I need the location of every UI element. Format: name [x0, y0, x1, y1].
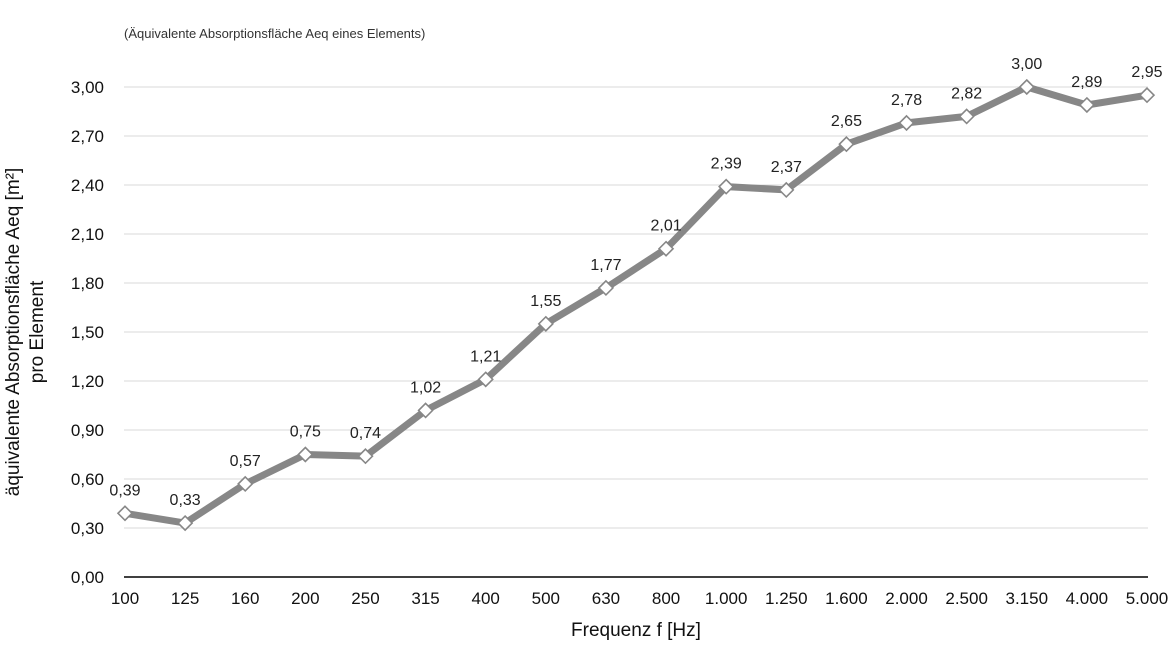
x-tick-label: 630 [592, 589, 620, 608]
data-value-label: 2,65 [831, 113, 862, 130]
y-tick-label: 3,00 [71, 78, 104, 97]
x-axis-title: Frequenz f [Hz] [571, 620, 701, 641]
x-tick-label: 500 [532, 589, 560, 608]
y-tick-label: 1,80 [71, 274, 104, 293]
x-tick-label: 1.600 [825, 589, 868, 608]
x-tick-label: 125 [171, 589, 199, 608]
series-line [121, 83, 1151, 527]
data-point-marker [898, 114, 915, 132]
data-value-label: 1,55 [530, 293, 561, 310]
data-point-marker [838, 136, 855, 153]
data-point-marker [778, 181, 795, 199]
data-value-label: 0,75 [290, 424, 321, 441]
x-tick-label: 2.500 [945, 589, 988, 608]
data-value-label: 1,77 [590, 257, 621, 274]
y-tick-label: 0,60 [71, 470, 104, 489]
data-point-marker [176, 514, 194, 532]
y-tick-label: 0,90 [71, 421, 104, 440]
x-tick-label: 200 [291, 589, 319, 608]
x-tick-label: 1.250 [765, 589, 808, 608]
x-tick-label: 1.000 [705, 589, 748, 608]
data-value-label: 2,37 [771, 159, 802, 176]
data-value-label: 3,00 [1011, 56, 1042, 73]
x-tick-label: 250 [351, 589, 379, 608]
x-tick-label: 2.000 [885, 589, 928, 608]
data-value-label: 0,74 [350, 425, 381, 442]
chart-subtitle: (Äquivalente Absorptionsfläche Aeq eines… [124, 26, 425, 41]
data-labels: 0,39 0,33 0,57 0,75 0,74 1,02 1,21 1,55 1,77 2,01… [109, 56, 1162, 509]
data-point-marker [1078, 96, 1096, 114]
data-markers [116, 78, 1156, 532]
data-point-marker [417, 402, 434, 419]
x-tick-label: 3.150 [1005, 589, 1048, 608]
data-value-label: 2,82 [951, 85, 982, 102]
data-value-label: 2,89 [1071, 74, 1102, 91]
x-tick-label: 160 [231, 589, 259, 608]
x-tick-label: 4.000 [1066, 589, 1109, 608]
data-point-marker [718, 178, 735, 195]
data-value-label: 2,39 [711, 156, 742, 173]
x-tick-label: 800 [652, 589, 680, 608]
y-tick-label: 2,40 [71, 176, 104, 195]
data-point-marker [477, 371, 494, 388]
data-value-label: 2,01 [650, 218, 681, 235]
data-point-marker [1138, 87, 1156, 104]
y-axis-title-line-2: pro Element [27, 280, 48, 383]
data-value-label: 0,39 [109, 482, 140, 499]
data-point-marker [958, 108, 975, 125]
x-tick-label: 315 [411, 589, 439, 608]
x-tick-label: 400 [472, 589, 500, 608]
data-point-marker [537, 315, 554, 332]
data-point-marker [597, 279, 615, 297]
y-axis-ticks: 0,00 0,30 0,60 0,90 1,20 1,50 1,80 2,10 2,40 2,70… [71, 78, 104, 587]
y-tick-label: 0,30 [71, 519, 104, 538]
y-tick-label: 2,10 [71, 225, 104, 244]
data-point-marker [237, 475, 254, 493]
data-value-label: 2,95 [1131, 64, 1162, 81]
data-value-label: 0,33 [170, 492, 201, 509]
data-value-label: 2,78 [891, 92, 922, 109]
data-point-marker [116, 505, 134, 522]
x-axis-ticks: 100 125 160 200 250 315 400 500 630 800 1.000 1.250… [111, 589, 1168, 608]
y-tick-label: 0,00 [71, 568, 104, 587]
x-tick-label: 100 [111, 589, 139, 608]
y-tick-label: 1,20 [71, 372, 104, 391]
x-tick-label: 5.000 [1126, 589, 1169, 608]
y-axis-title-line-1: äquivalente Absorptionsfläche Aeq [m²] [3, 168, 24, 496]
data-value-label: 1,21 [470, 348, 501, 365]
data-value-label: 0,57 [230, 453, 261, 470]
data-value-label: 1,02 [410, 379, 441, 396]
data-point-marker [1018, 78, 1035, 96]
y-tick-label: 2,70 [71, 127, 104, 146]
y-tick-label: 1,50 [71, 323, 104, 342]
gridlines [124, 86, 1148, 529]
data-point-marker [657, 240, 675, 257]
data-point-marker [297, 446, 314, 463]
series-line-group [121, 83, 1151, 527]
data-point-marker [357, 448, 374, 465]
